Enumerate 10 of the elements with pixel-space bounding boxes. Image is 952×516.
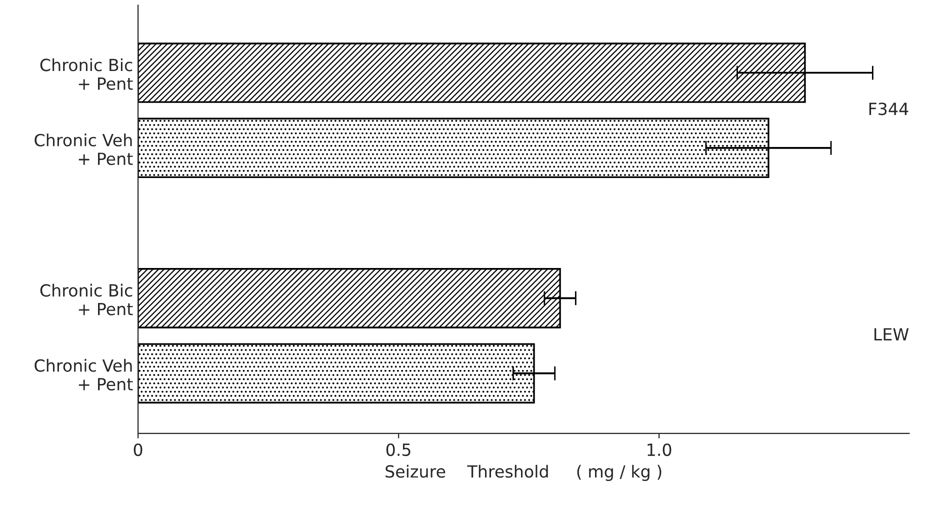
annotation: LEW: [874, 328, 909, 340]
x-tick-label: 0.5: [386, 443, 410, 456]
annotation: F344: [869, 102, 908, 116]
y-tick-label: Chronic Veh + Pent: [34, 134, 133, 166]
x-axis-title: Seizure Threshold ( mg / kg ): [386, 464, 662, 481]
y-tick-label: Chronic Bic + Pent: [40, 284, 133, 316]
y-tick-label: Chronic Veh + Pent: [34, 358, 133, 390]
x-tick-label: 1.0: [648, 443, 672, 456]
y-tick-label: Chronic Bic + Pent: [40, 58, 133, 90]
x-tick-label: 0: [134, 443, 142, 456]
